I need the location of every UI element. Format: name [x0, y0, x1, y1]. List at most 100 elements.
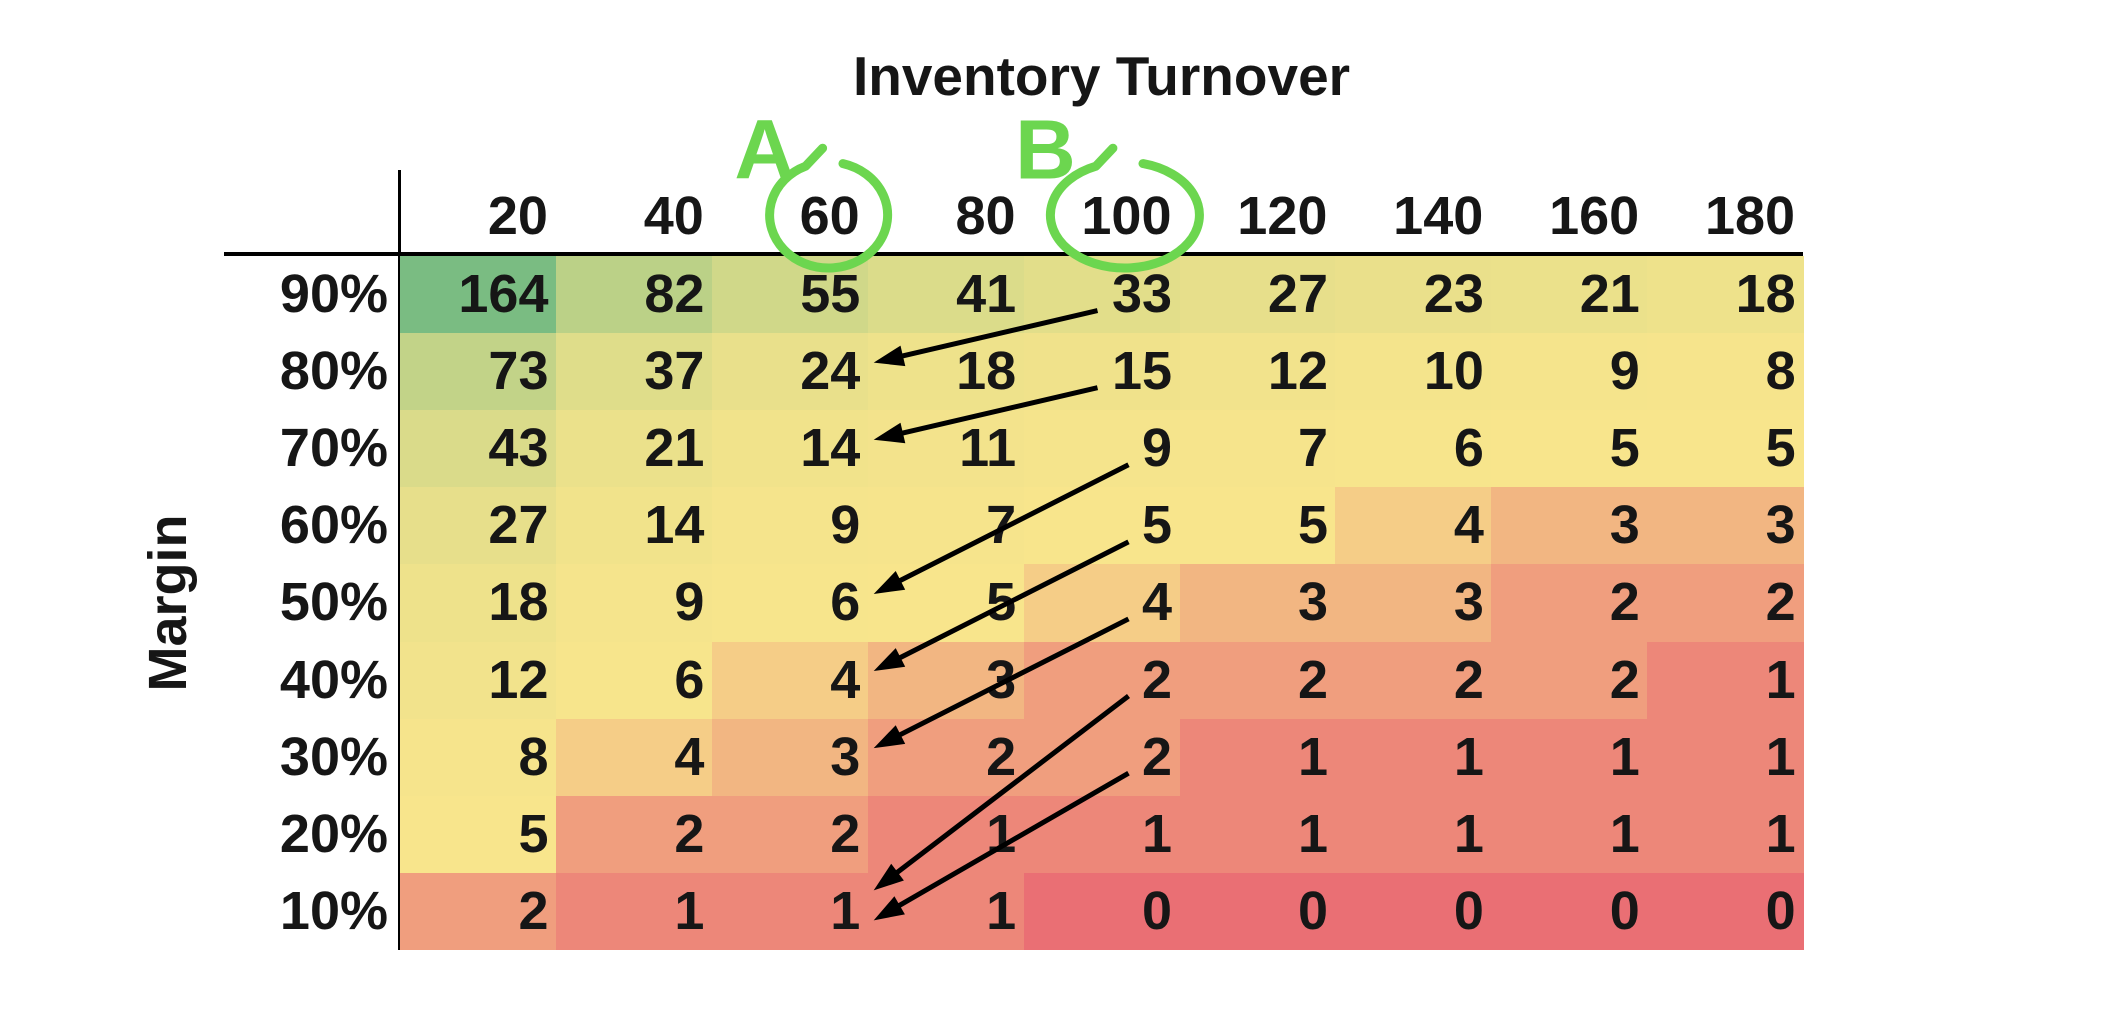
heatmap-cell: 3: [1179, 564, 1336, 643]
column-header: 40: [643, 186, 704, 246]
heatmap-cell: 1: [1647, 718, 1804, 797]
heatmap-cell: 5: [400, 795, 557, 874]
heatmap-cell: 6: [555, 641, 713, 720]
heatmap-cell: 37: [555, 333, 713, 411]
heatmap-cell: 73: [400, 333, 557, 411]
heatmap-cell: 1: [711, 872, 869, 951]
heatmap-cell: 15: [1023, 333, 1181, 411]
heatmap-cell: 5: [1023, 487, 1181, 565]
heatmap-cell: 1: [1179, 795, 1336, 874]
heatmap-cell: 1: [1023, 795, 1181, 874]
heatmap-cell: 7: [867, 487, 1025, 565]
heatmap-cell: 4: [555, 718, 713, 797]
heatmap-cell: 2: [1491, 564, 1648, 643]
heatmap-cell: 10: [1335, 333, 1492, 411]
heatmap-cell: 1: [1179, 718, 1336, 797]
row-label: 90%: [279, 264, 388, 324]
heatmap-cell: 82: [555, 256, 713, 334]
column-header: 80: [955, 186, 1016, 246]
row-label: 70%: [279, 418, 388, 479]
row-label: 20%: [279, 803, 388, 864]
heatmap-cell: 0: [1179, 872, 1336, 951]
heatmap-cell: 6: [1335, 410, 1492, 488]
heatmap-cell: 2: [1647, 564, 1804, 643]
column-header: 20: [487, 186, 548, 246]
heatmap-cell: 21: [1491, 256, 1648, 334]
heatmap-cell: 2: [1179, 641, 1336, 720]
chart-title: Inventory Turnover: [852, 45, 1351, 107]
heatmap-cell: 55: [711, 256, 869, 334]
heatmap-cell: 4: [1023, 564, 1181, 643]
heatmap-cell: 23: [1335, 256, 1492, 334]
heatmap-cell: 3: [867, 641, 1025, 720]
heatmap-cell: 1: [1491, 795, 1648, 874]
heatmap-cell: 5: [1647, 410, 1804, 488]
heatmap-cell: 43: [400, 410, 557, 488]
row-label: 60%: [279, 495, 388, 556]
heatmap-cell: 5: [867, 564, 1025, 643]
heatmap-cell: 2: [555, 795, 713, 874]
heatmap-cell: 41: [867, 256, 1025, 334]
heatmap-cell: 2: [1023, 718, 1181, 797]
heatmap-cell: 0: [1647, 872, 1804, 951]
heatmap-cell: 1: [867, 872, 1025, 951]
heatmap-cell: 2: [867, 718, 1025, 797]
row-label: 40%: [279, 649, 388, 710]
heatmap-cell: 164: [400, 256, 557, 334]
heatmap-cell: 5: [1491, 410, 1648, 488]
heatmap-cell: 18: [400, 564, 557, 643]
column-header: 120: [1237, 186, 1328, 246]
heatmap-cell: 27: [1179, 256, 1336, 334]
heatmap-cell: 8: [1647, 333, 1804, 411]
row-label: 80%: [279, 341, 388, 402]
heatmap-cell: 2: [400, 872, 557, 951]
heatmap-cell: 3: [711, 718, 869, 797]
heatmap-cell: 1: [1647, 795, 1804, 874]
heatmap-cell: 9: [1023, 410, 1181, 488]
heatmap-cell: 0: [1023, 872, 1181, 951]
heatmap-cell: 1: [867, 795, 1025, 874]
heatmap-cell: 8: [400, 718, 557, 797]
heatmap-cell: 0: [1491, 872, 1648, 951]
row-label: 50%: [279, 572, 388, 633]
column-header: 140: [1393, 186, 1484, 246]
column-header: 180: [1704, 186, 1796, 246]
heatmap-cell: 3: [1491, 487, 1648, 565]
heatmap-cell: 11: [867, 410, 1025, 488]
heatmap-cell: 2: [1335, 641, 1492, 720]
x-axis-line: [224, 252, 1803, 256]
heatmap-cell: 3: [1647, 487, 1804, 565]
heatmap-cell: 2: [711, 795, 869, 874]
row-label: 30%: [279, 726, 388, 787]
heatmap-cell: 7: [1179, 410, 1336, 488]
heatmap-cell: 12: [1179, 333, 1336, 411]
heatmap-cell: 18: [1647, 256, 1804, 334]
heatmap-cell: 5: [1179, 487, 1336, 565]
annotation-letter-b: B: [1015, 102, 1076, 197]
heatmap-cell: 1: [555, 872, 713, 951]
column-header: 160: [1549, 186, 1640, 246]
heatmap-cell: 18: [867, 333, 1025, 411]
heatmap-cell: 0: [1335, 872, 1492, 951]
heatmap-cell: 9: [711, 487, 869, 565]
heatmap-cell: 1: [1491, 718, 1648, 797]
heatmap-cell: 9: [1491, 333, 1648, 411]
heatmap-cell: 1: [1335, 718, 1492, 797]
heatmap-cell: 9: [555, 564, 713, 643]
heatmap-cell: 4: [1335, 487, 1492, 565]
heatmap-cell: 2: [1491, 641, 1648, 720]
heatmap-cell: 14: [555, 487, 713, 565]
heatmap-cell: 21: [555, 410, 713, 488]
row-label: 10%: [279, 880, 388, 941]
heatmap-cell: 4: [711, 641, 869, 720]
heatmap-cell: 3: [1335, 564, 1492, 643]
heatmap-cell: 33: [1023, 256, 1181, 334]
heatmap-cell: 2: [1023, 641, 1181, 720]
y-axis-line: [398, 170, 401, 950]
annotation-letter-a: A: [734, 102, 796, 197]
heatmap-cell: 6: [711, 564, 869, 643]
heatmap-cell: 14: [711, 410, 869, 488]
heatmap-cell: 24: [711, 333, 869, 411]
heatmap-cell: 1: [1335, 795, 1492, 874]
